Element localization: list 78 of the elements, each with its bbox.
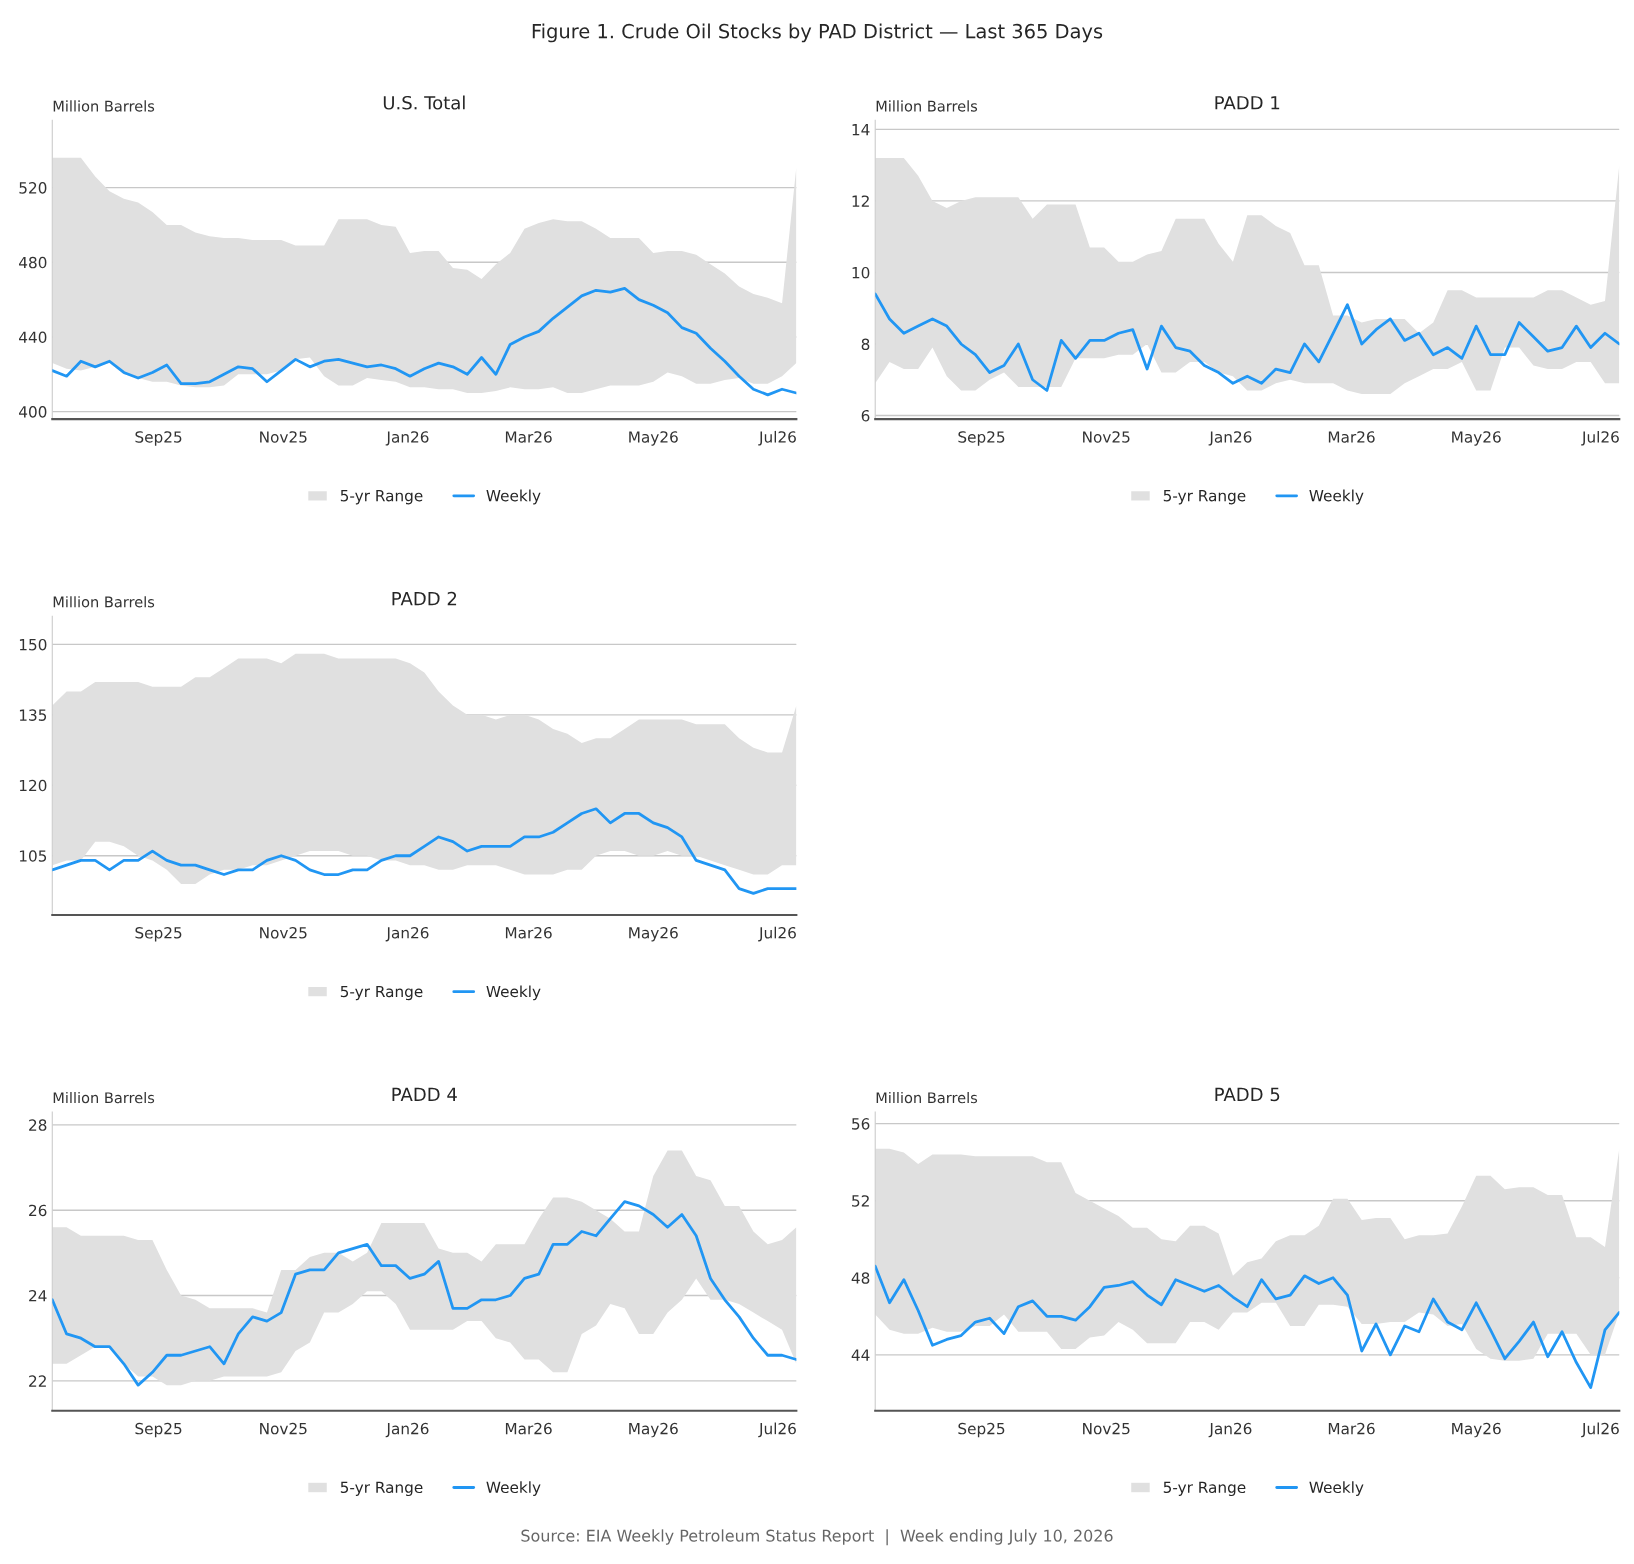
y-axis-title: Million Barrels bbox=[876, 100, 978, 112]
x-tick-label: Nov25 bbox=[1083, 1422, 1130, 1435]
y-tick-label: 10 bbox=[852, 266, 870, 279]
text: 5-yr Range bbox=[1163, 490, 1246, 505]
x-tick-label: Sep25 bbox=[958, 1422, 1005, 1438]
x-tick-label: Sep25 bbox=[958, 431, 1005, 446]
y-tick-label: 26 bbox=[29, 1204, 47, 1217]
legend-label: Weekly bbox=[1309, 489, 1364, 505]
text: 5-yr Range bbox=[340, 490, 423, 505]
x-tick-label: Mar26 bbox=[1328, 431, 1375, 443]
source-note: Source: EIA Weekly Petroleum Status Report | Week ending July 10, 2026 bbox=[521, 1529, 1113, 1546]
text: 5-yr Range bbox=[340, 1481, 423, 1497]
x-tick-label: Jan26 bbox=[1208, 431, 1252, 446]
legend-label: Weekly bbox=[1309, 1481, 1364, 1497]
chart-title: PADD 1 bbox=[1215, 96, 1280, 110]
y-tick-label: 120 bbox=[19, 779, 47, 792]
y-tick-label: 12 bbox=[852, 195, 869, 207]
legend-label: Weekly bbox=[486, 489, 541, 505]
line-series bbox=[52, 807, 797, 895]
y-tick-label: 150 bbox=[19, 638, 47, 651]
line-series bbox=[875, 1264, 1620, 1389]
chart-title: PADD 4 bbox=[392, 1087, 457, 1101]
x-tick-label: Sep25 bbox=[135, 1422, 182, 1438]
y-tick-label: 22 bbox=[29, 1375, 46, 1387]
legend-label: Weekly bbox=[486, 1481, 541, 1497]
x-tick-label: Jan26 bbox=[385, 926, 429, 942]
text: 5-yr Range bbox=[340, 985, 423, 1001]
x-tick-label: Nov25 bbox=[260, 1422, 307, 1435]
y-tick-label: 44 bbox=[851, 1349, 870, 1361]
legend-label: Weekly bbox=[486, 985, 541, 1001]
line-series bbox=[875, 292, 1620, 392]
line-series bbox=[52, 1200, 797, 1387]
x-tick-label: Jul26 bbox=[1581, 1422, 1619, 1438]
y-tick-label: 520 bbox=[19, 182, 47, 194]
x-tick-label: Nov25 bbox=[260, 926, 307, 939]
x-tick-label: May26 bbox=[1452, 431, 1501, 446]
x-tick-label: Jul26 bbox=[758, 1422, 796, 1438]
caption: Figure 1. Crude Oil Stocks by PAD District — Last 365 Days bbox=[532, 23, 1103, 43]
x-tick-label: Nov25 bbox=[260, 431, 307, 443]
x-tick-label: Sep25 bbox=[135, 926, 182, 942]
y-tick-label: 440 bbox=[19, 331, 47, 343]
x-tick-label: Jul26 bbox=[758, 430, 796, 446]
y-axis-title: Million Barrels bbox=[53, 100, 155, 112]
x-tick-label: Jul26 bbox=[758, 926, 796, 942]
x-tick-label: May26 bbox=[1452, 1422, 1501, 1438]
chart-title: PADD 2 bbox=[392, 591, 457, 606]
y-axis-title: Million Barrels bbox=[53, 596, 155, 608]
x-tick-label: Jan26 bbox=[385, 1422, 429, 1438]
x-tick-label: Jan26 bbox=[1208, 1422, 1252, 1438]
x-tick-label: Nov25 bbox=[1083, 431, 1130, 443]
y-tick-label: 6 bbox=[861, 410, 870, 422]
y-tick-label: 14 bbox=[852, 124, 870, 136]
x-tick-label: Sep25 bbox=[135, 431, 182, 446]
chart-title: U.S. Total bbox=[383, 95, 465, 110]
y-tick-label: 8 bbox=[861, 338, 870, 351]
x-tick-label: Mar26 bbox=[1328, 1422, 1375, 1435]
text: 5-yr Range bbox=[1163, 1481, 1246, 1497]
x-tick-label: May26 bbox=[629, 431, 678, 446]
y-tick-label: 480 bbox=[19, 256, 47, 269]
x-tick-label: May26 bbox=[629, 926, 678, 942]
y-tick-label: 24 bbox=[29, 1289, 47, 1302]
x-tick-label: Mar26 bbox=[505, 431, 552, 443]
y-tick-label: 52 bbox=[852, 1195, 869, 1207]
y-tick-label: 135 bbox=[19, 709, 47, 721]
y-tick-label: 56 bbox=[852, 1118, 870, 1130]
y-tick-label: 48 bbox=[851, 1272, 870, 1284]
line-series bbox=[52, 287, 797, 397]
x-tick-label: May26 bbox=[629, 1422, 678, 1438]
y-tick-label: 28 bbox=[29, 1119, 47, 1131]
chart-title: PADD 5 bbox=[1215, 1087, 1280, 1102]
x-tick-label: Jul26 bbox=[1581, 430, 1619, 446]
y-tick-label: 105 bbox=[19, 850, 47, 862]
y-axis-title: Million Barrels bbox=[876, 1091, 978, 1104]
x-tick-label: Jan26 bbox=[385, 431, 429, 446]
y-tick-label: 400 bbox=[19, 406, 47, 418]
y-axis-title: Million Barrels bbox=[53, 1091, 155, 1104]
x-tick-label: Mar26 bbox=[505, 1422, 552, 1435]
x-tick-label: Mar26 bbox=[505, 926, 552, 939]
